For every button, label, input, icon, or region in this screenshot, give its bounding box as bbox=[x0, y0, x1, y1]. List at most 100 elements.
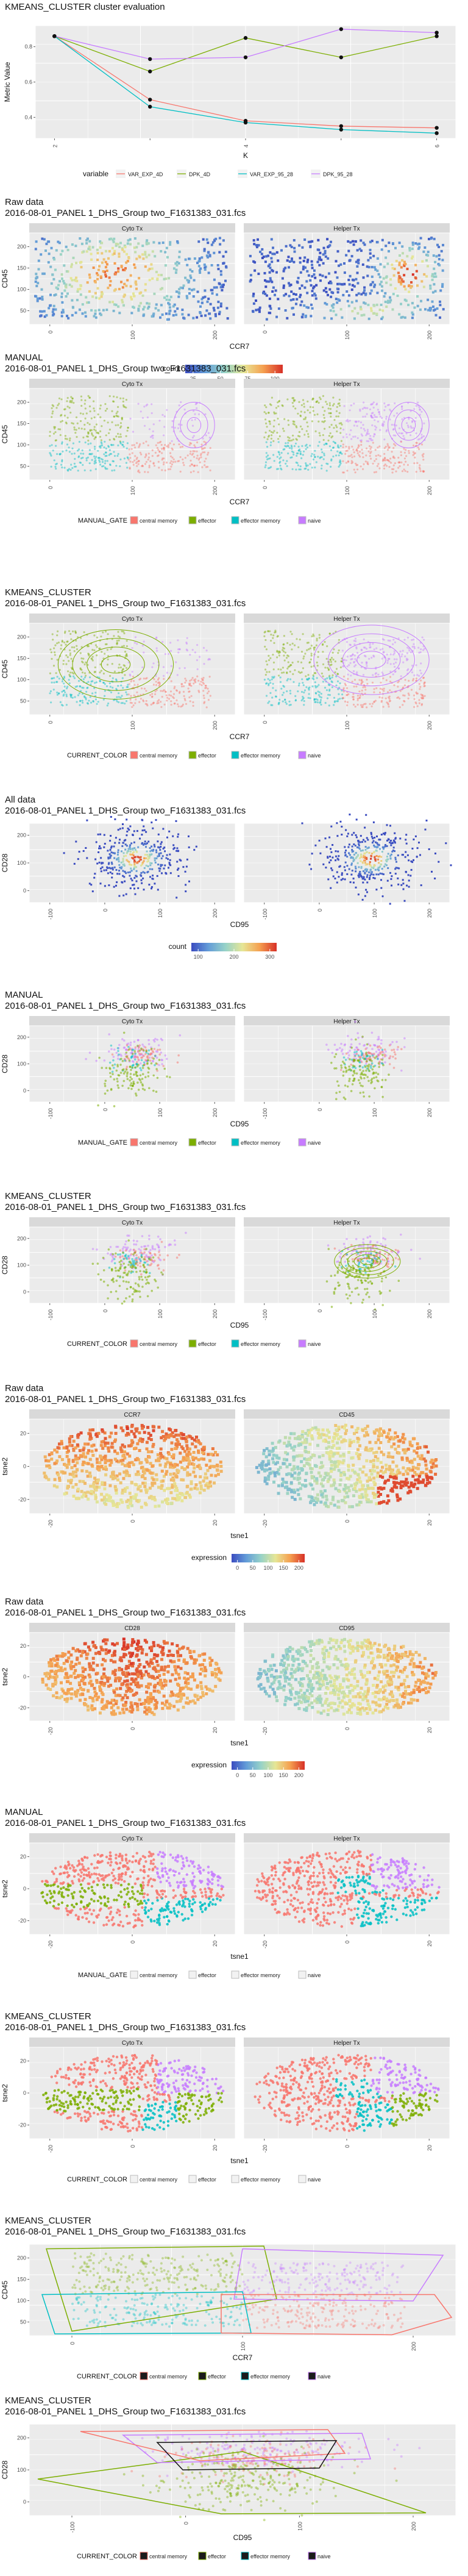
density-cell bbox=[105, 869, 107, 871]
data-point bbox=[341, 693, 344, 696]
data-point bbox=[403, 448, 405, 450]
data-point bbox=[394, 434, 397, 437]
density-cell bbox=[197, 265, 200, 268]
data-point bbox=[368, 657, 370, 660]
data-point bbox=[356, 448, 358, 451]
density-cell bbox=[414, 263, 417, 267]
data-point bbox=[355, 462, 357, 465]
density-cell bbox=[356, 312, 360, 315]
y-tick-label: 200 bbox=[17, 832, 26, 839]
density-cell bbox=[65, 245, 68, 248]
density-cell bbox=[434, 290, 437, 293]
data-point bbox=[310, 658, 312, 660]
data-point bbox=[407, 668, 410, 670]
density-cell bbox=[269, 305, 272, 308]
data-point bbox=[394, 444, 397, 446]
density-cell bbox=[169, 859, 171, 861]
data-point bbox=[286, 398, 289, 401]
density-cell bbox=[152, 875, 154, 877]
data-point bbox=[94, 666, 96, 668]
data-point bbox=[350, 460, 353, 462]
density-cell bbox=[91, 890, 94, 893]
data-point bbox=[141, 1067, 144, 1069]
density-cell bbox=[186, 263, 189, 267]
density-cell bbox=[394, 837, 397, 840]
data-point bbox=[129, 467, 131, 469]
density-cell bbox=[338, 876, 340, 878]
data-point bbox=[202, 681, 204, 684]
data-point bbox=[415, 702, 417, 705]
data-point bbox=[324, 687, 327, 689]
data-point bbox=[366, 461, 369, 463]
data-point bbox=[313, 454, 316, 456]
density-cell bbox=[107, 863, 110, 865]
density-cell bbox=[216, 263, 219, 267]
data-point bbox=[355, 673, 358, 675]
density-cell bbox=[109, 871, 112, 873]
density-cell bbox=[218, 310, 221, 313]
data-point bbox=[282, 405, 284, 407]
density-cell bbox=[311, 853, 313, 855]
density-cell bbox=[175, 268, 178, 271]
density-cell bbox=[176, 240, 179, 243]
density-cell bbox=[118, 870, 120, 872]
density-cell bbox=[188, 846, 190, 848]
density-cell bbox=[335, 859, 337, 862]
data-point bbox=[95, 423, 98, 426]
data-point bbox=[204, 701, 206, 703]
data-point bbox=[313, 635, 315, 637]
data-point bbox=[312, 674, 314, 676]
x-tick-label: 100 bbox=[157, 1108, 163, 1117]
data-point bbox=[97, 701, 99, 703]
data-point bbox=[386, 449, 389, 451]
density-cell bbox=[398, 263, 401, 267]
density-cell bbox=[168, 277, 171, 280]
data-point bbox=[194, 403, 197, 406]
density-cell bbox=[374, 284, 377, 287]
data-point bbox=[322, 438, 325, 441]
density-cell bbox=[343, 271, 346, 274]
data-point bbox=[345, 462, 348, 464]
density-cell bbox=[361, 841, 363, 843]
density-cell bbox=[95, 841, 98, 843]
density-cell bbox=[373, 285, 376, 288]
data-point bbox=[129, 673, 131, 676]
density-cell bbox=[176, 896, 178, 899]
data-point bbox=[361, 704, 364, 706]
density-cell bbox=[193, 279, 196, 282]
density-cell bbox=[307, 259, 310, 262]
data-point bbox=[55, 407, 58, 409]
data-point bbox=[415, 404, 417, 407]
data-point bbox=[62, 690, 65, 692]
density-cell bbox=[378, 867, 380, 869]
data-point bbox=[49, 692, 51, 695]
data-point bbox=[145, 404, 147, 407]
density-cell bbox=[154, 255, 157, 258]
data-point bbox=[301, 428, 303, 431]
density-cell bbox=[41, 298, 44, 301]
density-cell bbox=[283, 268, 286, 271]
density-cell bbox=[87, 248, 90, 250]
data-point bbox=[146, 704, 149, 707]
density-cell bbox=[376, 842, 378, 844]
data-point bbox=[309, 412, 311, 414]
legend-key-dot bbox=[300, 753, 304, 757]
density-cell bbox=[209, 302, 212, 306]
data-point bbox=[341, 649, 344, 652]
data-point bbox=[64, 691, 66, 693]
data-point bbox=[110, 453, 113, 455]
data-point bbox=[371, 424, 374, 426]
density-cell bbox=[408, 246, 411, 249]
density-cell bbox=[261, 248, 264, 251]
density-cell bbox=[88, 273, 91, 276]
density-cell bbox=[425, 820, 428, 821]
data-point bbox=[333, 419, 336, 421]
data-point bbox=[287, 678, 289, 680]
data-point bbox=[324, 420, 326, 422]
density-cell bbox=[249, 254, 252, 257]
density-cell bbox=[127, 860, 129, 862]
density-cell bbox=[182, 284, 185, 287]
data-point bbox=[61, 442, 63, 445]
data-point bbox=[187, 687, 190, 690]
density-cell bbox=[133, 863, 136, 865]
